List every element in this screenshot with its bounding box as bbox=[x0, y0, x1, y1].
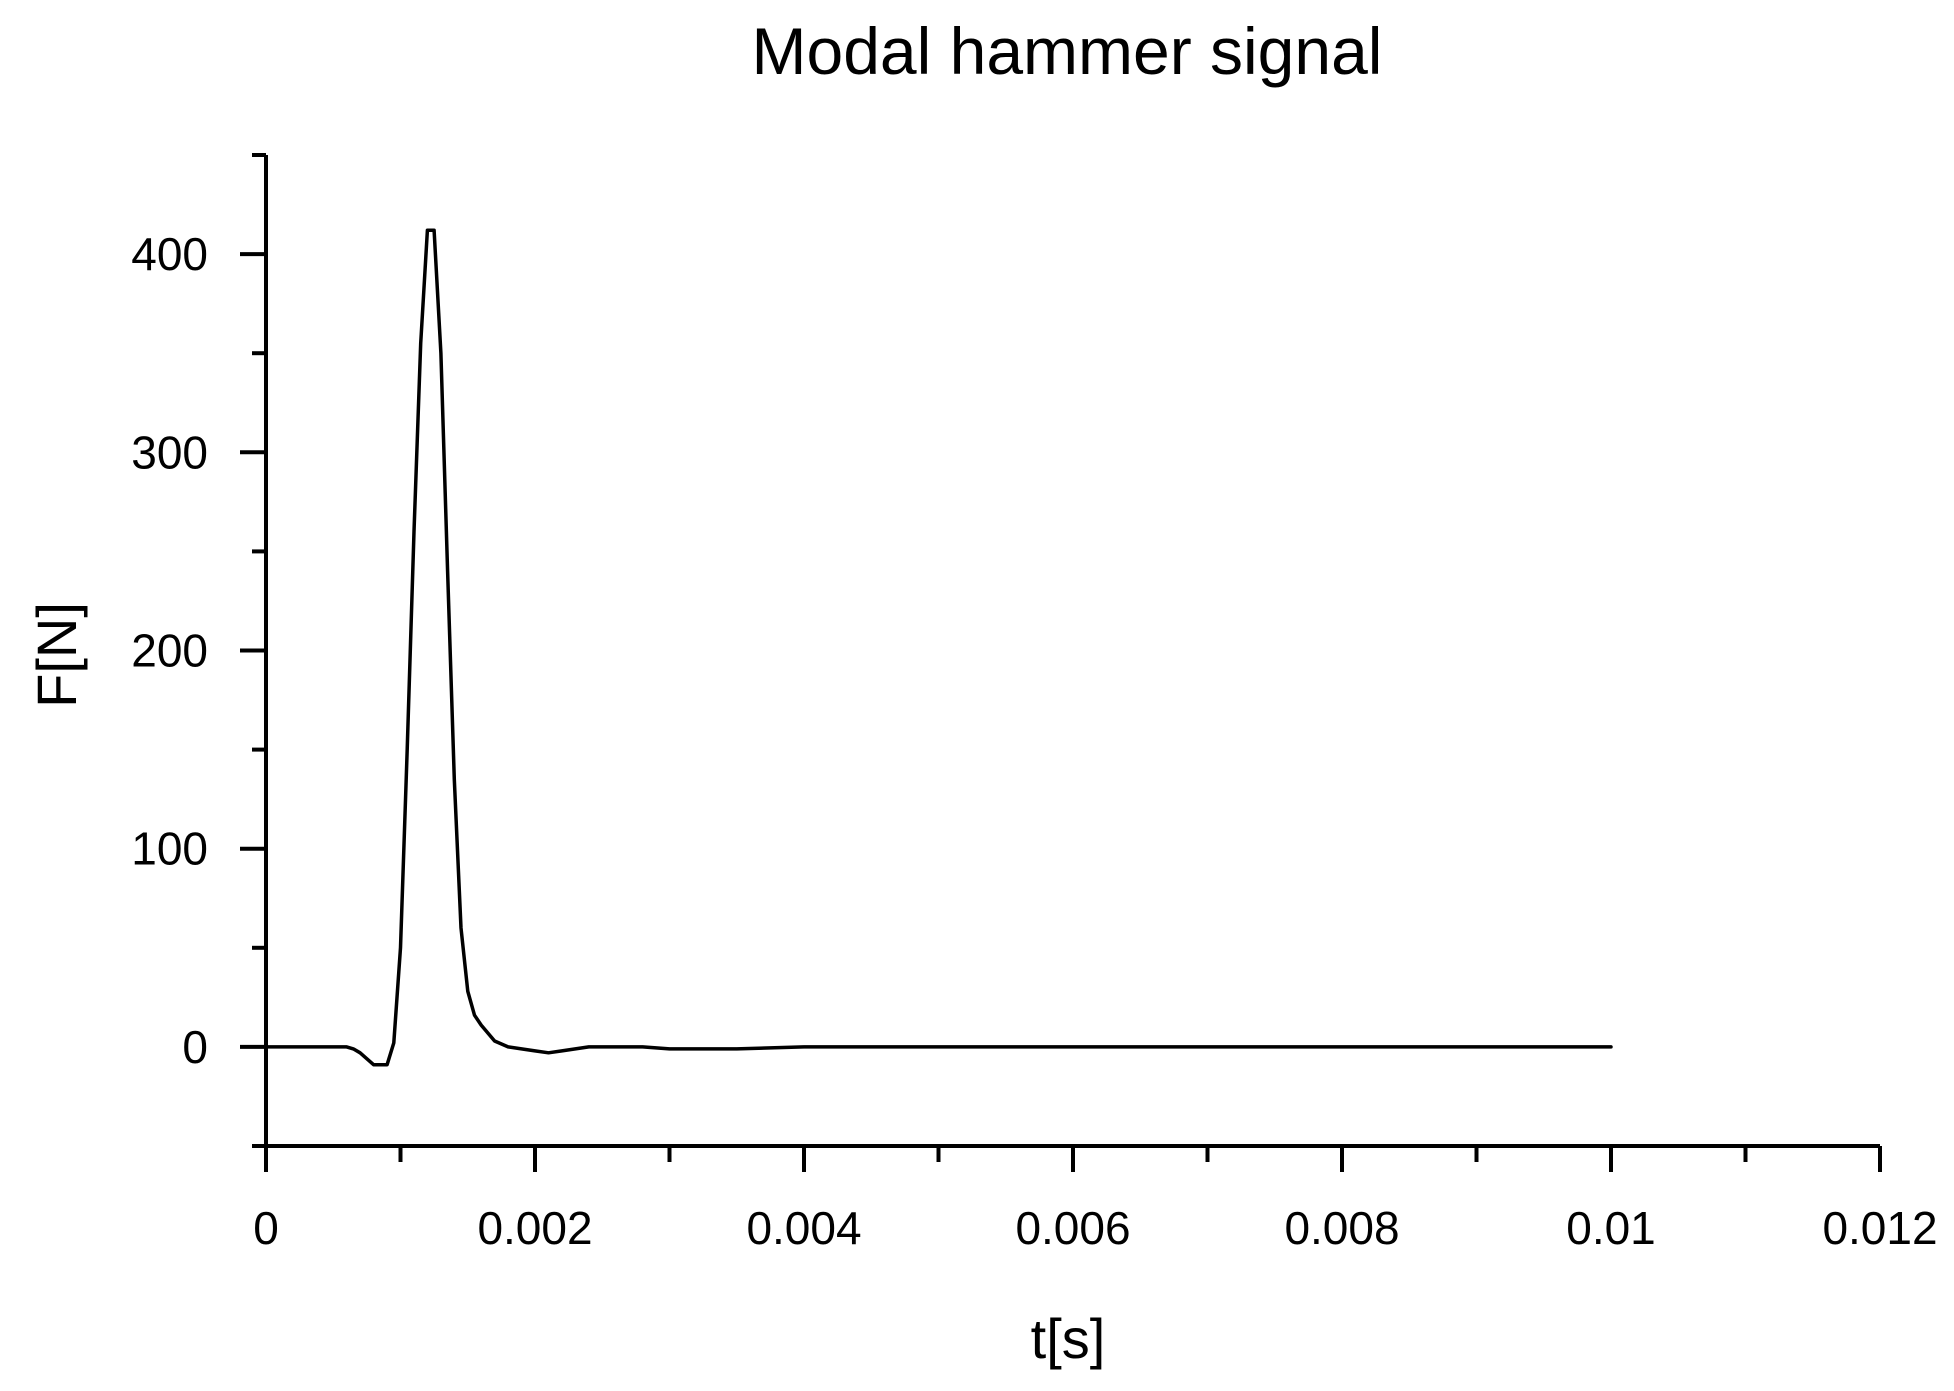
chart-title: Modal hammer signal bbox=[752, 14, 1383, 88]
x-ticks: 0 0.002 0.004 0.006 0.008 0.01 0.012 bbox=[253, 1146, 1938, 1254]
x-tick-label: 0.008 bbox=[1284, 1202, 1399, 1254]
y-tick-label: 400 bbox=[131, 228, 208, 280]
series-line bbox=[264, 228, 1613, 1067]
y-axis-label: F[N] bbox=[25, 602, 88, 708]
x-tick-label: 0.01 bbox=[1566, 1202, 1656, 1254]
y-tick-label: 200 bbox=[131, 625, 208, 677]
x-tick-label: 0 bbox=[253, 1202, 279, 1254]
x-axis-label: t[s] bbox=[1031, 1307, 1106, 1370]
y-tick-label: 300 bbox=[131, 426, 208, 478]
axes bbox=[264, 155, 1880, 1148]
x-tick-label: 0.006 bbox=[1015, 1202, 1130, 1254]
y-tick-label: 100 bbox=[131, 823, 208, 875]
x-tick-label: 0.002 bbox=[477, 1202, 592, 1254]
x-tick-label: 0.004 bbox=[746, 1202, 861, 1254]
y-tick-label: 0 bbox=[182, 1021, 208, 1073]
y-ticks: 0 100 200 300 400 bbox=[131, 153, 266, 1148]
x-tick-label: 0.012 bbox=[1822, 1202, 1937, 1254]
